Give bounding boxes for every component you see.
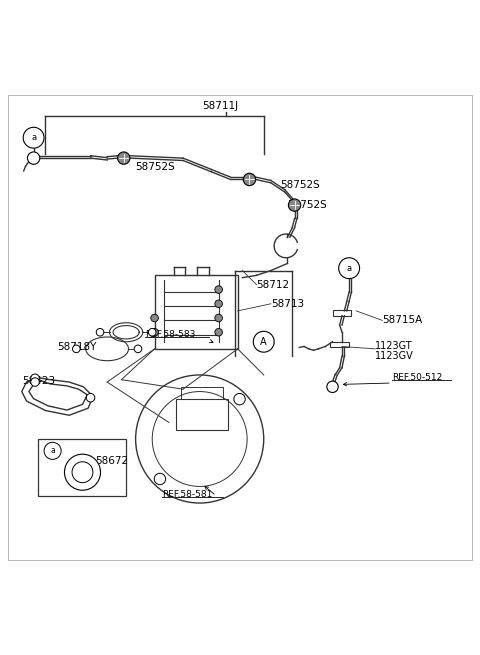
Circle shape xyxy=(96,328,104,336)
Bar xyxy=(333,310,351,316)
Text: A: A xyxy=(261,337,267,346)
Circle shape xyxy=(44,442,61,459)
Text: 58423: 58423 xyxy=(22,375,55,386)
Circle shape xyxy=(215,300,222,308)
Text: REF.58-581: REF.58-581 xyxy=(162,490,212,499)
Circle shape xyxy=(72,462,93,483)
Text: 58713: 58713 xyxy=(271,299,304,309)
Bar xyxy=(180,387,223,399)
Text: 58672: 58672 xyxy=(96,457,129,466)
Circle shape xyxy=(31,378,39,386)
Circle shape xyxy=(215,314,222,322)
Text: 58752S: 58752S xyxy=(136,162,175,172)
Circle shape xyxy=(64,454,100,490)
Circle shape xyxy=(31,374,39,383)
Text: 1123GV: 1123GV xyxy=(375,351,414,361)
Circle shape xyxy=(151,314,158,322)
Text: a: a xyxy=(50,446,55,455)
Circle shape xyxy=(215,328,222,336)
Circle shape xyxy=(134,345,142,352)
Circle shape xyxy=(23,127,44,148)
Circle shape xyxy=(72,345,80,352)
Circle shape xyxy=(151,328,158,336)
Circle shape xyxy=(327,381,338,392)
Circle shape xyxy=(215,286,222,293)
Circle shape xyxy=(27,152,40,164)
Text: 58718Y: 58718Y xyxy=(57,343,96,352)
Text: a: a xyxy=(347,264,352,272)
Circle shape xyxy=(234,394,245,405)
Text: REF.58-583: REF.58-583 xyxy=(145,330,195,339)
Bar xyxy=(330,342,349,347)
Text: 58711J: 58711J xyxy=(202,101,238,111)
Text: 58752S: 58752S xyxy=(288,200,327,210)
Circle shape xyxy=(288,199,301,212)
Bar xyxy=(176,399,228,430)
Circle shape xyxy=(339,258,360,278)
Circle shape xyxy=(253,331,274,352)
Text: 58752S: 58752S xyxy=(280,180,320,190)
Text: REF.50-512: REF.50-512 xyxy=(392,373,442,382)
Text: 58715A: 58715A xyxy=(383,316,422,326)
Bar xyxy=(155,275,238,349)
Text: a: a xyxy=(31,133,36,142)
Bar xyxy=(38,439,126,496)
Circle shape xyxy=(148,328,156,336)
Text: 58712: 58712 xyxy=(257,280,290,290)
Circle shape xyxy=(86,394,95,402)
Text: 1123GT: 1123GT xyxy=(375,341,413,352)
Circle shape xyxy=(243,174,256,185)
Circle shape xyxy=(118,152,130,164)
Circle shape xyxy=(154,474,166,485)
